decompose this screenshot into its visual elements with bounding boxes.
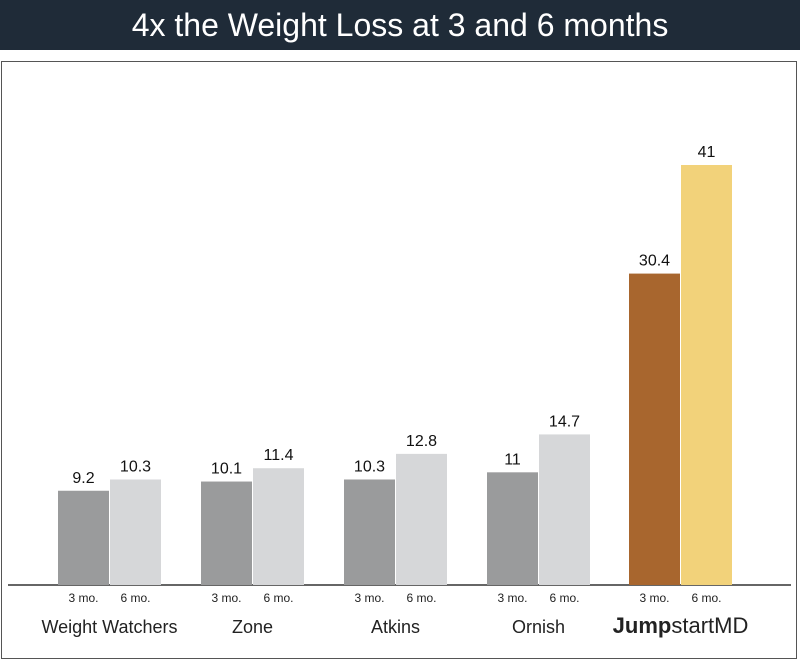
tick-label-ornish-3-mo: 3 mo. bbox=[497, 591, 527, 605]
tick-label-weight-watchers-3-mo: 3 mo. bbox=[68, 591, 98, 605]
value-label-ornish-6-mo: 14.7 bbox=[549, 413, 580, 430]
brand-logo-jump: Jump bbox=[613, 613, 672, 638]
bar-ornish-6-mo bbox=[539, 434, 590, 585]
value-label-zone-3-mo: 10.1 bbox=[211, 461, 242, 478]
brand-logo-startmd: startMD bbox=[671, 613, 748, 638]
chart-title: 4x the Weight Loss at 3 and 6 months bbox=[0, 0, 800, 50]
value-label-jumpstartmd-6-mo: 41 bbox=[698, 144, 716, 161]
category-label-jumpstartmd: JumpstartMD bbox=[613, 613, 749, 638]
labels-group: 9.2 3 mo. 10.3 6 mo. Weight Watchers 10.1 3 mo… bbox=[41, 144, 748, 638]
value-label-weight-watchers-3-mo: 9.2 bbox=[72, 470, 94, 487]
tick-label-zone-6-mo: 6 mo. bbox=[263, 591, 293, 605]
bar-weight-watchers-3-mo bbox=[58, 490, 109, 585]
tick-label-atkins-6-mo: 6 mo. bbox=[406, 591, 436, 605]
bar-ornish-3-mo bbox=[487, 472, 538, 585]
value-label-zone-6-mo: 11.4 bbox=[264, 447, 294, 464]
bar-zone-3-mo bbox=[201, 481, 252, 585]
category-label-atkins: Atkins bbox=[371, 617, 420, 637]
tick-label-jumpstartmd-3-mo: 3 mo. bbox=[639, 591, 669, 605]
tick-label-weight-watchers-6-mo: 6 mo. bbox=[120, 591, 150, 605]
tick-label-jumpstartmd-6-mo: 6 mo. bbox=[691, 591, 721, 605]
category-label-zone: Zone bbox=[232, 617, 273, 637]
value-label-jumpstartmd-3-mo: 30.4 bbox=[639, 253, 670, 270]
bars-group bbox=[58, 165, 732, 585]
category-label-ornish: Ornish bbox=[512, 617, 565, 637]
tick-label-atkins-3-mo: 3 mo. bbox=[354, 591, 384, 605]
bar-jumpstartmd-6-mo bbox=[681, 165, 732, 585]
tick-label-ornish-6-mo: 6 mo. bbox=[549, 591, 579, 605]
category-label-weight-watchers: Weight Watchers bbox=[41, 617, 177, 637]
bar-jumpstartmd-3-mo bbox=[629, 273, 680, 585]
bar-atkins-3-mo bbox=[344, 479, 395, 585]
value-label-weight-watchers-6-mo: 10.3 bbox=[120, 458, 151, 475]
value-label-atkins-3-mo: 10.3 bbox=[354, 458, 385, 475]
bar-atkins-6-mo bbox=[396, 453, 447, 585]
value-label-atkins-6-mo: 12.8 bbox=[406, 433, 437, 450]
bar-zone-6-mo bbox=[253, 468, 304, 585]
bar-weight-watchers-6-mo bbox=[110, 479, 161, 585]
chart-frame bbox=[1, 61, 797, 659]
tick-label-zone-3-mo: 3 mo. bbox=[211, 591, 241, 605]
value-label-ornish-3-mo: 11 bbox=[504, 451, 521, 468]
